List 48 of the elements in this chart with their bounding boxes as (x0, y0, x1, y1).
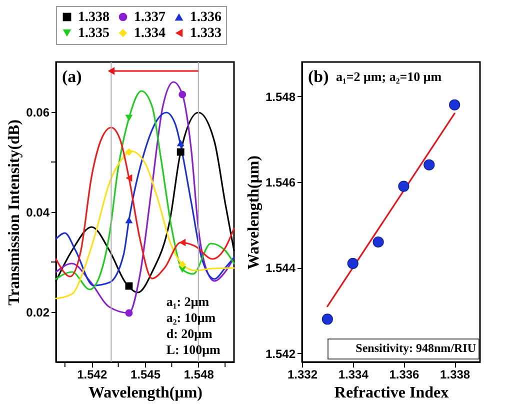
x-tick-label: 1.336 (389, 368, 420, 382)
point (178, 260, 186, 268)
legend-label: 1.333 (190, 26, 222, 41)
annotation: (a) (62, 67, 82, 86)
y-tick-label: 0.02 (26, 306, 50, 320)
annotation: a₂: 10μm (166, 310, 216, 325)
point (125, 309, 133, 317)
point (347, 258, 358, 269)
annotation: L: 100μm (166, 342, 220, 357)
point (322, 314, 333, 325)
y-axis-title: Wavelength(μm) (245, 156, 262, 270)
point (125, 216, 133, 224)
point (176, 148, 184, 156)
y-tick-label: 0.06 (26, 106, 50, 120)
point (372, 236, 384, 248)
y-tick-label: 1.548 (265, 90, 296, 104)
point (424, 159, 435, 170)
annotation: a₁=2 μm; a₂=10 μm (336, 69, 442, 84)
point (449, 99, 460, 110)
point (126, 174, 132, 182)
y-tick-label: 1.542 (265, 346, 296, 361)
point (125, 148, 133, 156)
legend-label: 1.336 (190, 10, 222, 25)
x-tick-label: 1.542 (77, 368, 108, 382)
x-tick-label: 1.334 (338, 368, 369, 382)
x-tick-label: 1.548 (184, 368, 214, 382)
annotation: (b) (308, 67, 329, 86)
x-axis-title: Refractive Index (334, 384, 449, 402)
legend-label: 1.337 (134, 10, 166, 25)
legend-label: 1.338 (78, 10, 110, 25)
legend-label: 1.335 (78, 26, 110, 41)
annotation: Sensitivity: 948nm/RIU (356, 341, 476, 355)
y-axis-title: Transmission Intensity(dB) (6, 120, 24, 306)
point (179, 238, 186, 246)
x-tick-label: 1.545 (130, 368, 161, 382)
y-tick-label: 1.544 (265, 261, 296, 276)
x-tick-label: 1.332 (287, 368, 318, 382)
y-tick-label: 0.04 (26, 206, 50, 220)
x-tick-label: 1.338 (440, 368, 470, 382)
x-axis-title: Wavelength(μm) (88, 384, 202, 402)
legend-label: 1.334 (134, 26, 166, 41)
point (398, 180, 410, 192)
point (176, 140, 184, 146)
point (125, 114, 133, 122)
annotation: d: 20μm (166, 326, 213, 341)
annotation: a₁: 2μm (166, 294, 210, 309)
point (178, 90, 186, 98)
y-tick-label: 1.546 (265, 176, 296, 190)
